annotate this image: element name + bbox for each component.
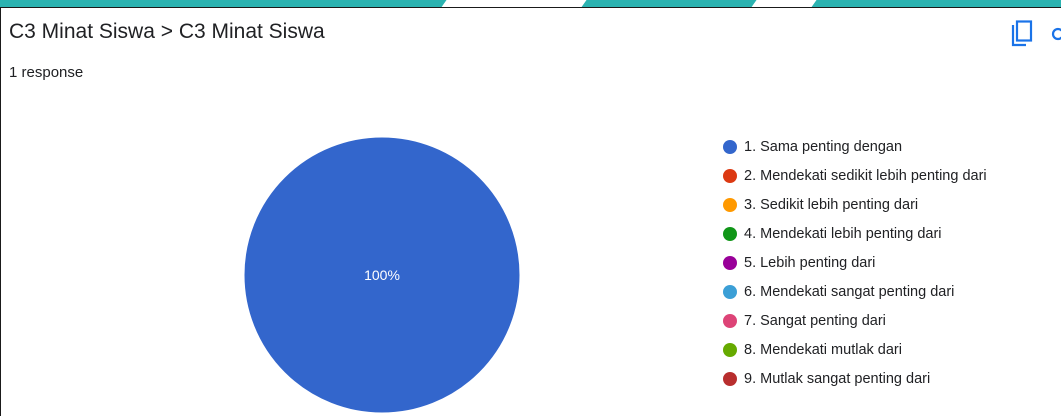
chart-card: C3 Minat Siswa > C3 Minat Siswa 1 respon… bbox=[0, 7, 1061, 416]
legend-label: 9. Mutlak sangat penting dari bbox=[744, 370, 931, 387]
pie-chart: 100% bbox=[243, 136, 521, 414]
legend-swatch bbox=[723, 226, 737, 241]
legend-label: 1. Sama penting dengan bbox=[744, 138, 903, 155]
legend-swatch bbox=[723, 371, 737, 386]
legend-item[interactable]: 1. Sama penting dengan bbox=[723, 132, 1061, 161]
legend-item[interactable]: 6. Mendekati sangat penting dari bbox=[723, 277, 1061, 306]
legend-item[interactable]: 7. Sangat penting dari bbox=[723, 306, 1061, 335]
copy-chart-button[interactable] bbox=[1009, 20, 1035, 50]
legend-item[interactable]: 5. Lebih penting dari bbox=[723, 248, 1061, 277]
legend-label: 6. Mendekati sangat penting dari bbox=[744, 283, 955, 300]
legend-swatch bbox=[723, 168, 737, 183]
copy-icon bbox=[1011, 20, 1033, 47]
legend-label: 2. Mendekati sedikit lebih penting dari bbox=[744, 167, 987, 184]
legend-item[interactable]: 9. Mutlak sangat penting dari bbox=[723, 364, 1061, 393]
more-options-button[interactable] bbox=[1047, 20, 1061, 50]
response-count: 1 response bbox=[9, 64, 84, 81]
legend-label: 8. Mendekati mutlak dari bbox=[744, 341, 902, 358]
chart-legend: 1. Sama penting dengan 2. Mendekati sedik… bbox=[723, 132, 1061, 393]
legend-item[interactable]: 2. Mendekati sedikit lebih penting dari bbox=[723, 161, 1061, 190]
slice-percent-label: 100% bbox=[364, 267, 400, 283]
legend-swatch bbox=[723, 139, 737, 154]
legend-swatch bbox=[723, 284, 737, 299]
legend-item[interactable]: 8. Mendekati mutlak dari bbox=[723, 335, 1061, 364]
pie-slice[interactable] bbox=[243, 136, 521, 414]
legend-swatch bbox=[723, 255, 737, 270]
legend-item[interactable]: 4. Mendekati lebih penting dari bbox=[723, 219, 1061, 248]
question-title: C3 Minat Siswa > C3 Minat Siswa bbox=[9, 20, 325, 43]
legend-item[interactable]: 3. Sedikit lebih penting dari bbox=[723, 190, 1061, 219]
legend-label: 5. Lebih penting dari bbox=[744, 254, 876, 271]
more-icon bbox=[1051, 27, 1061, 41]
legend-swatch bbox=[723, 313, 737, 328]
legend-swatch bbox=[723, 197, 737, 212]
legend-swatch bbox=[723, 342, 737, 357]
legend-label: 3. Sedikit lebih penting dari bbox=[744, 196, 919, 213]
legend-label: 7. Sangat penting dari bbox=[744, 312, 886, 329]
legend-label: 4. Mendekati lebih penting dari bbox=[744, 225, 942, 242]
